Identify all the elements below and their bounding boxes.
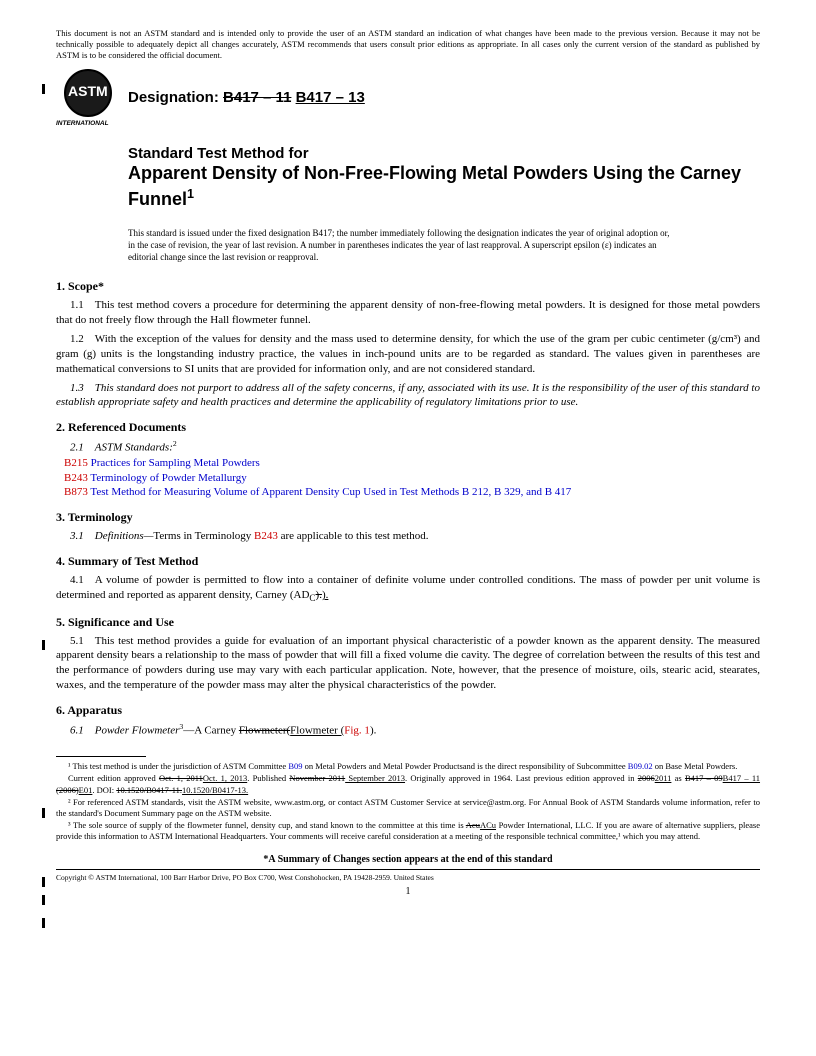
f1da: Current edition approved <box>68 773 159 783</box>
ref1-code[interactable]: B215 <box>64 457 88 469</box>
title-main-text: Apparent Density of Non-Free-Flowing Met… <box>128 163 741 208</box>
page-number: 1 <box>56 886 760 897</box>
s2-label: 2.1 ASTM Standards: <box>70 442 173 454</box>
change-bar <box>42 808 45 818</box>
section-6-heading: 6. Apparatus <box>56 703 760 718</box>
f1a: ¹ This test method is under the jurisdic… <box>68 761 288 771</box>
disclaimer-text: This document is not an ASTM standard an… <box>56 28 760 61</box>
section-2-1: 2.1 ASTM Standards:2 <box>56 439 760 456</box>
title-pre: Standard Test Method for <box>128 145 760 162</box>
ref3-code[interactable]: B873 <box>64 486 88 498</box>
s6-link[interactable]: Fig. 1 <box>344 725 370 737</box>
s2-sup: 2 <box>173 439 177 448</box>
f1db: . Published <box>247 773 289 783</box>
astm-logo: ASTM INTERNATIONAL <box>56 69 120 125</box>
f3-new: ACu <box>480 820 496 830</box>
ref-item-1: B215 Practices for Sampling Metal Powder… <box>64 456 760 471</box>
ref3-text[interactable]: Test Method for Measuring Volume of Appa… <box>90 486 571 498</box>
section-5-heading: 5. Significance and Use <box>56 615 760 630</box>
footnote-2: ² For referenced ASTM standards, visit t… <box>56 797 760 819</box>
s3-text-a: Terms in Terminology <box>153 530 254 542</box>
section-2-heading: 2. Referenced Documents <box>56 420 760 435</box>
f1d-s2: November 2011 <box>289 773 345 783</box>
designation-label: Designation: <box>128 89 219 106</box>
section-4-1: 4.1 A volume of powder is permitted to f… <box>56 573 760 604</box>
logo-intl: INTERNATIONAL <box>56 120 109 127</box>
s6-new: Flowmeter ( <box>290 725 344 737</box>
ref1-text[interactable]: Practices for Sampling Metal Powders <box>91 457 260 469</box>
f1dd: as <box>671 773 685 783</box>
change-bar <box>42 877 45 887</box>
ref2-text[interactable]: Terminology of Powder Metallurgy <box>90 472 246 484</box>
f1d-n1: Oct. 1, 2013 <box>203 773 247 783</box>
issued-note: This standard is issued under the fixed … <box>128 227 678 263</box>
title-sup: 1 <box>187 187 194 201</box>
f1b: on Metal Powders and Metal Powder Produc… <box>302 761 627 771</box>
ref2-code[interactable]: B243 <box>64 472 88 484</box>
change-bar <box>42 895 45 905</box>
f1d-n5: E01 <box>79 785 93 795</box>
summary-note: *A Summary of Changes section appears at… <box>56 854 760 865</box>
ref-item-2: B243 Terminology of Powder Metallurgy <box>64 471 760 486</box>
footnote-1d: Current edition approved Oct. 1, 2011Oct… <box>56 773 760 795</box>
s6-label: 6.1 Powder Flowmeter <box>70 725 179 737</box>
designation: Designation: B417 – 11 B417 – 13 <box>128 89 365 106</box>
header-row: ASTM INTERNATIONAL Designation: B417 – 1… <box>56 69 760 125</box>
f1-link2[interactable]: B09.02 <box>628 761 653 771</box>
f3a: ³ The sole source of supply of the flowm… <box>68 820 466 830</box>
ref-item-3: B873 Test Method for Measuring Volume of… <box>64 485 760 500</box>
section-1-heading: 1. Scope* <box>56 279 760 294</box>
s6-text-a: —A Carney <box>183 725 239 737</box>
title-block: Standard Test Method for Apparent Densit… <box>128 145 760 211</box>
f1d-n6: 10.1520/B0417-13. <box>182 785 248 795</box>
f1d-n3: 2011 <box>655 773 672 783</box>
f1-link1[interactable]: B09 <box>288 761 302 771</box>
s4-new: ). <box>322 589 328 601</box>
f1c: on Base Metal Powders. <box>653 761 738 771</box>
f1d-s4: B417 – 09 <box>685 773 723 783</box>
title-main: Apparent Density of Non-Free-Flowing Met… <box>128 162 760 211</box>
section-1-3: 1.3 This standard does not purport to ad… <box>56 381 760 411</box>
section-1-1: 1.1 This test method covers a procedure … <box>56 298 760 328</box>
footnote-1: ¹ This test method is under the jurisdic… <box>56 761 760 772</box>
s3-defs: 3.1 Definitions— <box>70 530 153 542</box>
designation-old: B417 – 11 <box>223 89 291 106</box>
f1de: . DOI: <box>92 785 116 795</box>
f1d-n4: B417 – 11 <box>723 773 760 783</box>
footnote-3: ³ The sole source of supply of the flowm… <box>56 820 760 842</box>
designation-new: B417 – 13 <box>296 89 365 106</box>
f1d-s5: (2006) <box>56 785 79 795</box>
section-3-heading: 3. Terminology <box>56 510 760 525</box>
change-bar <box>42 640 45 650</box>
section-6-1: 6.1 Powder Flowmeter3—A Carney Flowmeter… <box>56 722 760 739</box>
section-1-2: 1.2 With the exception of the values for… <box>56 332 760 377</box>
f3-strike: Acu <box>466 820 480 830</box>
f1d-n2: September 2013 <box>345 773 405 783</box>
logo-text: ASTM <box>68 83 108 99</box>
s4-text: 4.1 A volume of powder is permitted to f… <box>56 574 760 601</box>
f1dc: . Originally approved in 1964. Last prev… <box>405 773 638 783</box>
section-5-1: 5.1 This test method provides a guide fo… <box>56 634 760 693</box>
change-bar <box>42 84 45 94</box>
f1d-s3: 2006 <box>638 773 655 783</box>
s6-text-b: ). <box>370 725 376 737</box>
f1d-s6: 10.1520/B0417-11. <box>116 785 182 795</box>
f1d-s1: Oct. 1, 2011 <box>159 773 203 783</box>
section-4-heading: 4. Summary of Test Method <box>56 554 760 569</box>
s3-link[interactable]: B243 <box>254 530 278 542</box>
section-3-1: 3.1 Definitions—Terms in Terminology B24… <box>56 529 760 544</box>
s3-text-b: are applicable to this test method. <box>278 530 429 542</box>
footnote-separator <box>56 756 146 757</box>
change-bar <box>42 918 45 928</box>
copyright: Copyright © ASTM International, 100 Barr… <box>56 869 760 882</box>
s6-strike: Flowmeter( <box>239 725 290 737</box>
